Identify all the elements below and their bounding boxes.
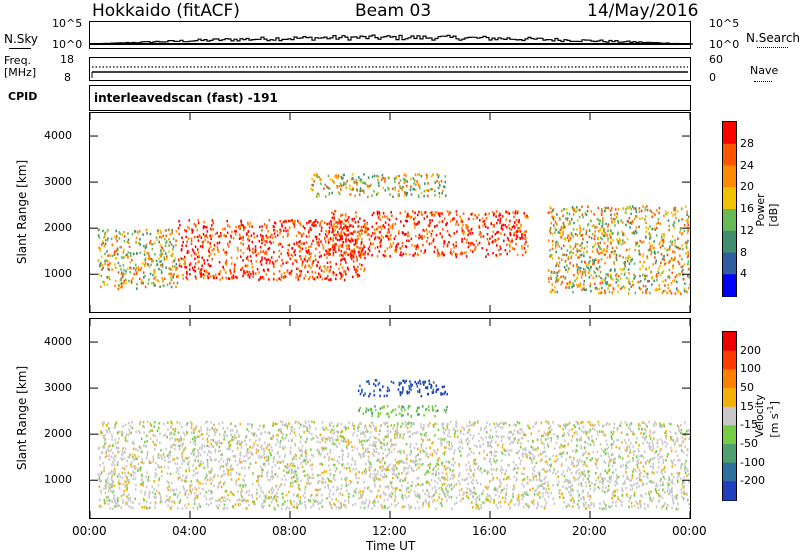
time-tick-2: 08:00 — [272, 524, 307, 538]
vel-cb-segment-1 — [723, 350, 736, 370]
vel-cb-tick-6: -100 — [740, 455, 765, 469]
nsearch-label: N.Search — [746, 31, 800, 45]
power-cb-segment-0 — [723, 122, 736, 145]
power-ytick-1000: 1000 — [44, 267, 72, 281]
beam-title: Beam 03 — [355, 1, 432, 21]
vel-cb-tick-5: -50 — [740, 437, 758, 450]
velocity-plot — [90, 319, 690, 518]
echo-region-3 — [327, 209, 529, 259]
power-plot — [90, 113, 690, 312]
vel-cb-tick-2: 50 — [740, 381, 754, 394]
vel-ytick-1000: 1000 — [44, 473, 72, 487]
nsearch-legend-line — [757, 47, 788, 48]
vel-cb-tick-1: 100 — [740, 362, 761, 376]
nsearch-tick-bottom: 10^0 — [709, 38, 740, 51]
nsky-label: N.Sky — [4, 32, 39, 46]
radar-title: Hokkaido (fitACF) — [92, 1, 240, 21]
velocity-y-label: Slant Range [km] — [15, 365, 29, 471]
echo-region-2 — [310, 173, 447, 199]
power-colorbar — [722, 121, 737, 297]
time-tick-1: 04:00 — [172, 524, 207, 538]
freq-unit: [MHz] — [4, 66, 37, 79]
nave-tick-top: 60 — [709, 53, 723, 66]
power-cb-segment-6 — [723, 252, 736, 275]
power-cb-segment-2 — [723, 165, 736, 188]
freq-trace — [91, 66, 688, 78]
time-tick-6: 00:00 — [672, 524, 707, 538]
power-ytick-3000: 3000 — [44, 175, 72, 189]
vel-cb-segment-4 — [723, 406, 736, 426]
vel-cb-segment-3 — [723, 388, 736, 408]
nave-tick-bottom: 0 — [709, 71, 716, 84]
echo-region-1 — [357, 379, 448, 398]
nave-label: Nave — [750, 64, 779, 77]
power-ytick-4000: 4000 — [44, 129, 72, 143]
vel-cb-tick-7: -200 — [740, 474, 765, 488]
power-cb-segment-3 — [723, 187, 736, 210]
echo-region-4 — [547, 205, 690, 295]
vel-cb-segment-5 — [723, 425, 736, 445]
power-cb-segment-1 — [723, 143, 736, 167]
echo-region-0 — [97, 420, 690, 511]
time-tick-3: 12:00 — [372, 524, 407, 538]
time-tick-5: 20:00 — [572, 524, 607, 538]
cpid-text: interleavedscan (fast) -191 — [94, 91, 278, 105]
power-cb-tick-3: 16 — [740, 202, 754, 215]
freq-tick-top: 18 — [60, 53, 74, 66]
nsky-tick-bottom: 10^0 — [52, 38, 83, 51]
vel-ytick-2000: 2000 — [44, 427, 72, 441]
nsky-activity — [90, 34, 693, 45]
power-cb-tick-5: 24 — [740, 158, 754, 172]
time-axis-label: Time UT — [366, 539, 416, 553]
power-colorbar-fill — [723, 122, 736, 297]
nsky-underline — [9, 48, 31, 49]
nsky-panel-frame — [89, 21, 693, 49]
power-y-label: Slant Range [km] — [15, 159, 29, 265]
power-cb-tick-2: 12 — [740, 223, 754, 237]
vel-cb-segment-8 — [723, 481, 736, 501]
vel-cb-tick-4: -15 — [740, 418, 758, 432]
power-cb-tick-4: 20 — [740, 180, 754, 194]
power-cb-tick-6: 28 — [740, 136, 754, 150]
vel-cb-segment-7 — [723, 462, 736, 482]
freq-label: Freq. — [4, 54, 32, 67]
time-tick-0: 00:00 — [72, 524, 107, 538]
vel-ytick-4000: 4000 — [44, 335, 72, 349]
power-cb-tick-1: 8 — [740, 245, 747, 259]
vel-cb-tick-0: 200 — [740, 343, 761, 357]
vel-cb-segment-0 — [723, 332, 736, 352]
power-cb-segment-5 — [723, 230, 736, 254]
nsky-tick-top: 10^5 — [52, 17, 83, 30]
freq-tick-bottom: 8 — [64, 71, 71, 84]
power-panel — [89, 112, 691, 313]
power-colorbar-label: Power [dB] — [754, 193, 780, 227]
power-ytick-2000: 2000 — [44, 221, 72, 235]
power-cb-segment-4 — [723, 209, 736, 232]
velocity-colorbar — [722, 331, 737, 501]
nsearch-tick-top: 10^5 — [709, 17, 740, 30]
vel-cb-segment-6 — [723, 444, 736, 464]
nsky-trace — [90, 34, 693, 45]
echo-region-2 — [358, 404, 448, 419]
vel-cb-segment-2 — [723, 369, 736, 389]
time-tick-4: 16:00 — [472, 524, 507, 538]
nave-legend-line — [754, 81, 772, 82]
cpid-panel-frame: interleavedscan (fast) -191 — [89, 85, 691, 111]
freq-panel-frame — [89, 57, 691, 81]
power-cb-segment-7 — [723, 274, 736, 297]
echo-region-1 — [177, 219, 367, 282]
echo-region-0 — [97, 228, 179, 291]
vel-cb-tick-3: 15 — [740, 399, 754, 413]
velocity-colorbar-fill — [723, 332, 736, 501]
cpid-label: CPID — [8, 90, 38, 103]
power-cb-tick-0: 4 — [740, 267, 747, 281]
velocity-panel — [89, 318, 691, 519]
date-title: 14/May/2016 — [587, 1, 699, 21]
vel-ytick-3000: 3000 — [44, 381, 72, 395]
